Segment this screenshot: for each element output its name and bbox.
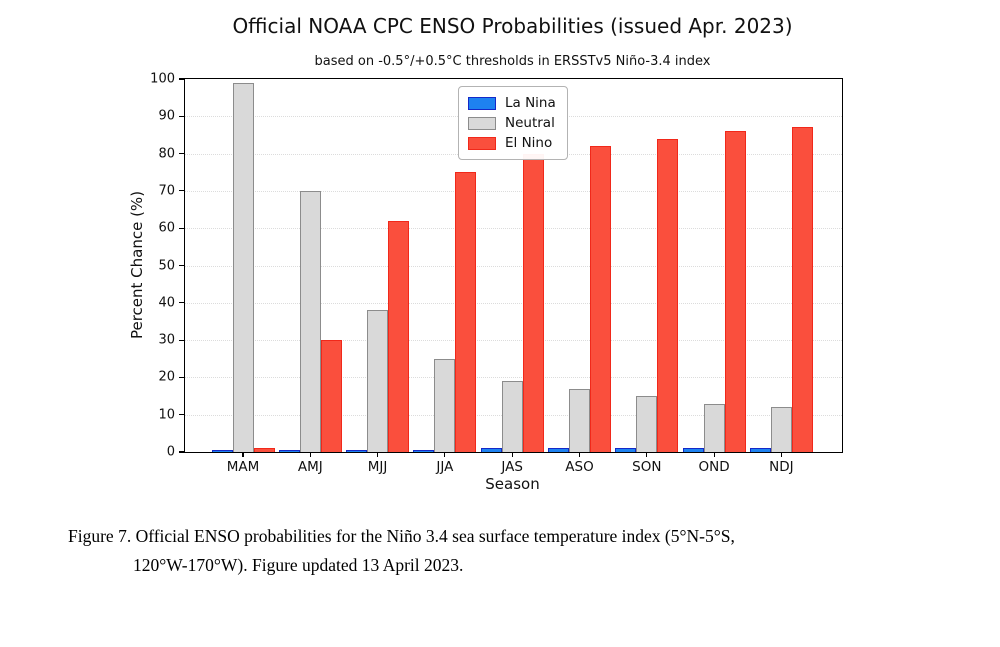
bar-el-nino-AMJ [320, 340, 342, 452]
bar-la-nina-JAS [480, 448, 502, 452]
x-tick [780, 452, 782, 457]
y-tick-label: 20 [158, 369, 175, 385]
y-tick-label: 70 [158, 183, 175, 199]
x-axis-label: Season [485, 475, 540, 493]
y-tick-label: 100 [150, 71, 175, 87]
y-tick [179, 302, 185, 304]
bar-neutral-JAS [501, 381, 523, 452]
gridline [185, 190, 842, 192]
y-tick [179, 78, 185, 80]
x-tick [511, 452, 513, 457]
gridline [185, 340, 842, 342]
gridline [185, 377, 842, 379]
legend-label: Neutral [505, 115, 555, 131]
caption-line-2: 120°W-170°W). Figure updated 13 April 20… [133, 555, 464, 575]
bar-el-nino-SON [657, 139, 679, 452]
caption-line-1: Figure 7. Official ENSO probabilities fo… [68, 526, 735, 546]
bar-neutral-JJA [434, 359, 456, 452]
x-tick-label: MAM [226, 459, 260, 475]
gridline [185, 265, 842, 267]
bar-la-nina-MJJ [346, 450, 368, 452]
bar-neutral-MJJ [367, 310, 389, 452]
bar-la-nina-NDJ [749, 448, 771, 452]
y-tick-label: 40 [158, 295, 175, 311]
bar-la-nina-AMJ [278, 450, 300, 452]
bar-el-nino-JAS [522, 154, 544, 452]
legend-swatch-el-nino [468, 136, 496, 150]
legend-item: La Nina [468, 93, 556, 113]
bar-neutral-NDJ [770, 407, 792, 452]
y-tick [179, 190, 185, 192]
y-tick-label: 80 [158, 146, 175, 162]
x-tick-label: NDJ [769, 459, 794, 475]
bar-neutral-AMJ [299, 191, 321, 452]
x-tick [444, 452, 446, 457]
x-tick [713, 452, 715, 457]
x-tick-label: OND [698, 459, 730, 475]
y-tick [179, 153, 185, 155]
legend-label: El Nino [505, 135, 553, 151]
x-tick [578, 452, 581, 457]
x-tick [242, 452, 244, 457]
y-tick [179, 451, 185, 453]
bar-el-nino-JJA [455, 172, 477, 452]
bar-neutral-OND [703, 404, 725, 452]
y-tick-label: 0 [166, 444, 175, 460]
y-tick-label: 90 [158, 108, 175, 124]
y-tick [179, 115, 185, 117]
gridline [185, 228, 842, 230]
bar-neutral-SON [636, 396, 658, 452]
x-tick-label: AMJ [297, 459, 323, 475]
chart-title: Official NOAA CPC ENSO Probabilities (is… [232, 14, 793, 38]
plot-area: 0 10 20 30 40 50 60 70 80 90 100 MAM AMJ MJJ JJA JAS ASO… [150, 72, 843, 475]
bar-neutral-MAM [232, 83, 254, 452]
legend-swatch-la-nina [468, 96, 496, 110]
y-tick-label: 30 [158, 332, 175, 348]
x-tick-label: SON [632, 459, 662, 475]
bar-el-nino-ASO [590, 146, 611, 452]
y-tick-label: 60 [158, 220, 175, 236]
x-tick [309, 452, 311, 457]
legend-item: El Nino [468, 133, 556, 153]
y-tick [179, 264, 185, 267]
x-tick-label: ASO [565, 459, 594, 475]
bar-la-nina-SON [615, 448, 637, 452]
bar-el-nino-OND [724, 131, 746, 452]
bar-la-nina-JJA [413, 450, 435, 452]
x-tick-label: MJJ [367, 459, 388, 475]
y-tick [179, 414, 185, 416]
gridline [185, 302, 842, 304]
y-tick [179, 227, 185, 229]
legend-swatch-neutral [468, 116, 496, 130]
x-tick [646, 452, 648, 457]
bar-el-nino-MJJ [388, 221, 410, 452]
x-tick-label: JJA [436, 459, 454, 475]
y-tick-label: 50 [158, 258, 175, 273]
bar-el-nino-NDJ [791, 127, 813, 452]
x-tick [377, 452, 379, 457]
legend-label: La Nina [505, 95, 556, 111]
bar-la-nina-OND [682, 448, 704, 452]
bar-neutral-ASO [569, 389, 590, 452]
bar-el-nino-MAM [253, 448, 275, 452]
figure-caption: Figure 7. Official ENSO probabilities fo… [68, 522, 938, 580]
x-tick-label: JAS [501, 459, 523, 475]
chart-subtitle: based on -0.5°/+0.5°C thresholds in ERSS… [314, 54, 711, 69]
bar-la-nina-MAM [211, 450, 233, 452]
y-tick [179, 376, 185, 378]
bar-la-nina-ASO [548, 448, 569, 452]
y-tick [179, 339, 185, 341]
legend-item: Neutral [468, 113, 556, 133]
legend: La Nina Neutral El Nino [458, 86, 568, 160]
y-tick-label: 10 [158, 407, 175, 423]
y-axis-label: Percent Chance (%) [128, 190, 146, 340]
